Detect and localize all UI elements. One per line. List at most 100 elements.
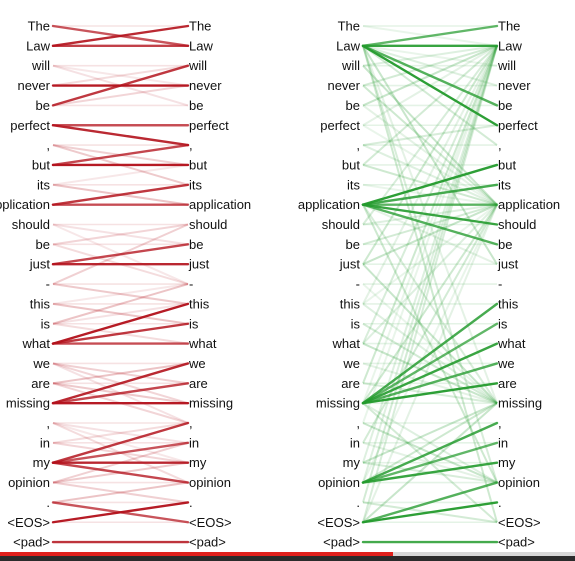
green-source-token: what — [332, 336, 361, 351]
green-faint-attention-link — [362, 44, 498, 87]
green-source-token: <pad> — [323, 535, 360, 550]
red-source-token: be — [36, 98, 50, 113]
green-strong-attention-link — [361, 203, 499, 246]
red-source-token: , — [46, 138, 50, 153]
red-strong-attention-link — [51, 183, 190, 206]
green-faint-attention-link — [362, 203, 498, 266]
red-source-token: what — [22, 336, 51, 351]
red-faint-attention-link — [52, 163, 189, 186]
green-target-token: what — [497, 336, 526, 351]
red-strong-attention-link — [51, 421, 190, 464]
red-faint-attention-link — [52, 84, 189, 107]
green-source-token: just — [339, 257, 361, 272]
green-strong-attention-link — [361, 382, 499, 405]
red-target-token: <pad> — [189, 535, 226, 550]
green-faint-attention-link — [362, 45, 498, 483]
green-strong-attention-link — [361, 183, 499, 206]
green-faint-attention-link — [362, 45, 498, 503]
green-faint-attention-link — [362, 144, 498, 206]
red-target-token: be — [189, 237, 203, 252]
green-faint-attention-link — [362, 203, 498, 345]
green-target-token: is — [498, 316, 508, 331]
green-strong-attention-link — [361, 342, 499, 405]
red-faint-attention-link — [52, 223, 189, 246]
red-source-token: <EOS> — [7, 515, 50, 530]
green-source-token: The — [338, 19, 360, 34]
red-faint-attention-link — [52, 64, 189, 87]
red-target-token: in — [189, 435, 199, 450]
green-faint-attention-link — [362, 402, 498, 484]
red-source-token: opinion — [8, 475, 50, 490]
green-faint-attention-link — [362, 45, 498, 265]
video-progress-fill — [0, 552, 394, 556]
green-source-token: we — [342, 356, 360, 371]
red-strong-attention-link — [51, 362, 190, 405]
green-faint-attention-link — [362, 45, 498, 305]
red-target-token: is — [189, 316, 199, 331]
green-target-token: The — [498, 19, 520, 34]
red-target-token: be — [189, 98, 203, 113]
red-strong-attention-link — [51, 143, 190, 167]
red-faint-attention-link — [52, 223, 189, 246]
green-source-token: , — [356, 416, 360, 431]
red-source-token: its — [37, 177, 51, 192]
green-source-token: is — [351, 316, 361, 331]
green-target-token: we — [497, 356, 515, 371]
red-faint-attention-link — [52, 302, 189, 325]
red-source-token: but — [32, 157, 50, 172]
red-faint-attention-link — [52, 422, 189, 444]
green-source-token: Law — [336, 38, 360, 53]
red-target-token: opinion — [189, 475, 231, 490]
green-target-token: but — [498, 157, 516, 172]
green-strong-attention-link — [361, 501, 499, 524]
red-target-token: my — [189, 455, 207, 470]
red-strong-attention-link — [51, 441, 190, 464]
green-target-token: just — [497, 257, 519, 272]
red-faint-attention-link — [52, 283, 189, 325]
red-source-token: . — [46, 495, 50, 510]
green-target-token: - — [498, 277, 502, 292]
green-target-token: be — [498, 98, 512, 113]
red-source-token: will — [31, 58, 50, 73]
green-faint-attention-link — [362, 283, 498, 404]
green-faint-attention-link — [362, 124, 498, 206]
green-source-token: never — [327, 78, 360, 93]
red-strong-attention-link — [51, 243, 190, 266]
red-faint-attention-link — [52, 64, 189, 87]
green-source-token: missing — [316, 396, 360, 411]
red-target-token: <EOS> — [189, 515, 232, 530]
green-target-token: opinion — [498, 475, 540, 490]
red-source-token: we — [32, 356, 50, 371]
red-faint-attention-link — [52, 362, 189, 385]
red-faint-attention-link — [52, 283, 189, 305]
green-strong-attention-link — [361, 203, 499, 226]
red-faint-attention-link — [52, 481, 189, 504]
green-source-token: its — [347, 177, 361, 192]
red-target-token: never — [189, 78, 222, 93]
green-source-token: should — [322, 217, 360, 232]
green-faint-attention-link — [362, 204, 498, 483]
red-attention-panel: The The Law Law will will never never be be perfec… — [0, 19, 251, 550]
green-target-token: application — [498, 197, 560, 212]
green-source-token: but — [342, 157, 360, 172]
red-strong-attention-link — [51, 322, 190, 345]
green-source-token: my — [343, 455, 361, 470]
video-progress-bar[interactable] — [0, 552, 575, 556]
green-strong-attention-link — [361, 362, 499, 405]
red-faint-attention-link — [52, 422, 189, 444]
green-source-token: <EOS> — [317, 515, 360, 530]
red-faint-attention-link — [52, 362, 189, 385]
green-faint-attention-link — [362, 124, 498, 147]
green-source-token: this — [340, 296, 361, 311]
red-target-token: but — [189, 157, 207, 172]
red-strong-attention-link — [51, 461, 190, 484]
red-source-token: should — [12, 217, 50, 232]
red-target-token: The — [189, 19, 211, 34]
green-faint-attention-link — [362, 84, 498, 206]
green-source-token: in — [350, 435, 360, 450]
red-target-token: perfect — [189, 118, 229, 133]
green-strong-attention-link — [361, 421, 499, 484]
red-target-token: - — [189, 277, 193, 292]
red-strong-attention-link — [51, 64, 190, 107]
green-target-token: , — [498, 138, 502, 153]
